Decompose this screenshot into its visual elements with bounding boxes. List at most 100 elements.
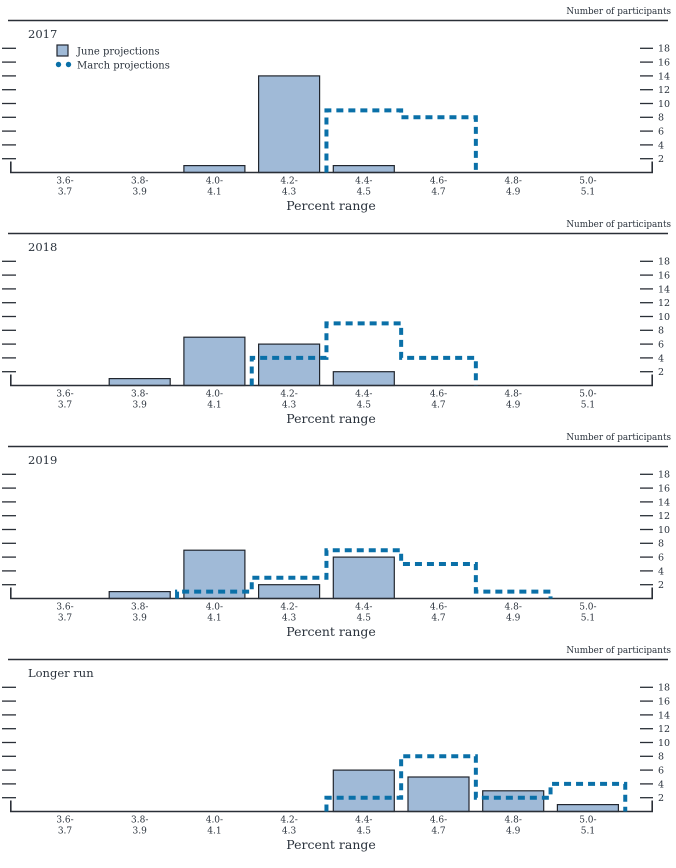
panel-title: 2017 [28, 27, 57, 41]
bin-label-bottom: 5.1 [581, 827, 595, 837]
y-tick-label: 14 [658, 710, 670, 721]
bin-label-top: 4.6- [430, 603, 447, 613]
y-tick-label: 8 [658, 539, 664, 550]
bin-label-top: 4.6- [430, 177, 447, 187]
march-dot-icon [55, 61, 62, 68]
y-tick-label: 14 [658, 497, 670, 508]
y-tick-label: 16 [658, 484, 670, 495]
y-tick-label: 12 [658, 85, 670, 96]
june-bar [332, 769, 395, 813]
y-tick-label: 16 [658, 271, 670, 282]
bin-label-top: 4.8- [505, 816, 522, 826]
bin-label-bottom: 5.1 [581, 401, 595, 411]
june-bar [183, 336, 246, 387]
bin-label-top: 5.0- [579, 816, 596, 826]
histogram-plot-2018: Number of participants 2018 2 4 6 8 10 12 14 16… [2, 220, 671, 426]
bin-label-top: 4.4- [355, 177, 372, 187]
bin-label-bottom: 4.3 [282, 401, 297, 411]
march-projection-outline [324, 754, 628, 812]
y-tick-label: 8 [658, 752, 664, 763]
bin-label-bottom: 4.3 [282, 188, 297, 198]
y-tick-label: 18 [658, 470, 670, 481]
y-tick-label: 2 [658, 154, 664, 165]
y-tick-label: 8 [658, 113, 664, 124]
bin-label-top: 4.4- [355, 816, 372, 826]
bin-label-top: 4.6- [430, 816, 447, 826]
panel-title: 2019 [28, 453, 57, 467]
june-swatch-icon [56, 44, 69, 57]
plot-area: 246810121416183.6-3.73.8-3.94.0-4.14.2-4… [2, 470, 670, 624]
bin-label-bottom: 3.7 [58, 188, 73, 198]
y-tick-label: 18 [658, 257, 670, 268]
y-tick-label: 16 [658, 697, 670, 708]
bin-label-bottom: 4.1 [207, 827, 221, 837]
histogram-plot-2019: Number of participants 2019 2 4 6 8 10 12 14 16… [2, 433, 671, 639]
y-tick-label: 10 [658, 312, 670, 323]
plot-area: 246810121416183.6-3.73.8-3.94.0-4.14.2-4… [2, 44, 670, 198]
bin-label-bottom: 4.9 [506, 401, 521, 411]
bin-label-bottom: 4.1 [207, 188, 221, 198]
june-bar [332, 165, 395, 174]
y-tick-label: 14 [658, 71, 670, 82]
bin-label-bottom: 3.9 [133, 827, 148, 837]
bin-label-top: 4.8- [505, 177, 522, 187]
histogram-plot-2017: Number of participants 2017 June project… [2, 7, 671, 213]
bin-label-top: 3.8- [131, 177, 148, 187]
bin-label-top: 3.8- [131, 390, 148, 400]
bin-label-bottom: 3.7 [58, 614, 73, 624]
march-dot-icon [65, 61, 72, 68]
bin-label-top: 4.6- [430, 390, 447, 400]
y-tick-label: 6 [658, 127, 664, 138]
bin-label-top: 5.0- [579, 603, 596, 613]
y-tick-label: 2 [658, 793, 664, 804]
x-axis-label: Percent range [286, 837, 376, 852]
plot-area: 246810121416183.6-3.73.8-3.94.0-4.14.2-4… [2, 683, 670, 837]
bin-label-bottom: 4.7 [431, 614, 446, 624]
panel-2017: Number of participants 2017 June project… [0, 4, 676, 217]
panel-title: Longer run [28, 666, 94, 680]
bin-label-bottom: 4.9 [506, 614, 521, 624]
bin-label-bottom: 3.7 [58, 827, 73, 837]
bin-label-bottom: 4.1 [207, 401, 221, 411]
bin-label-bottom: 4.5 [357, 401, 372, 411]
y-axis-label: Number of participants [566, 646, 671, 656]
y-tick-label: 10 [658, 99, 670, 110]
bin-label-top: 4.0- [206, 177, 223, 187]
panel-title: 2018 [28, 240, 57, 254]
bin-label-bottom: 4.7 [431, 188, 446, 198]
bin-label-top: 4.8- [505, 390, 522, 400]
bin-label-bottom: 4.5 [357, 614, 372, 624]
bin-label-bottom: 5.1 [581, 614, 595, 624]
panel-longer-run: Number of participants Longer run 2 4 6 8 10… [0, 643, 676, 856]
bin-label-top: 3.6- [56, 603, 73, 613]
y-tick-label: 18 [658, 683, 670, 694]
bin-label-bottom: 4.9 [506, 188, 521, 198]
y-tick-label: 6 [658, 766, 664, 777]
june-bar [258, 75, 321, 174]
bin-label-top: 4.4- [355, 603, 372, 613]
x-axis-label: Percent range [286, 411, 376, 426]
y-tick-label: 2 [658, 580, 664, 591]
bin-label-top: 3.8- [131, 603, 148, 613]
june-bar [108, 378, 171, 387]
y-tick-label: 8 [658, 326, 664, 337]
y-axis-label: Number of participants [566, 7, 671, 17]
y-tick-label: 4 [658, 566, 664, 577]
y-tick-label: 10 [658, 738, 670, 749]
y-tick-label: 12 [658, 724, 670, 735]
bin-label-bottom: 3.9 [133, 188, 148, 198]
y-tick-label: 2 [658, 367, 664, 378]
june-bar [258, 343, 321, 387]
y-tick-label: 6 [658, 340, 664, 351]
bin-label-top: 4.0- [206, 816, 223, 826]
june-bar [183, 165, 246, 174]
bin-label-top: 5.0- [579, 390, 596, 400]
bin-label-bottom: 4.3 [282, 827, 297, 837]
y-tick-label: 18 [658, 44, 670, 55]
bin-label-bottom: 3.9 [133, 614, 148, 624]
bin-label-bottom: 4.7 [431, 401, 446, 411]
bin-label-top: 5.0- [579, 177, 596, 187]
bin-label-bottom: 4.5 [357, 188, 372, 198]
bin-label-top: 4.0- [206, 603, 223, 613]
